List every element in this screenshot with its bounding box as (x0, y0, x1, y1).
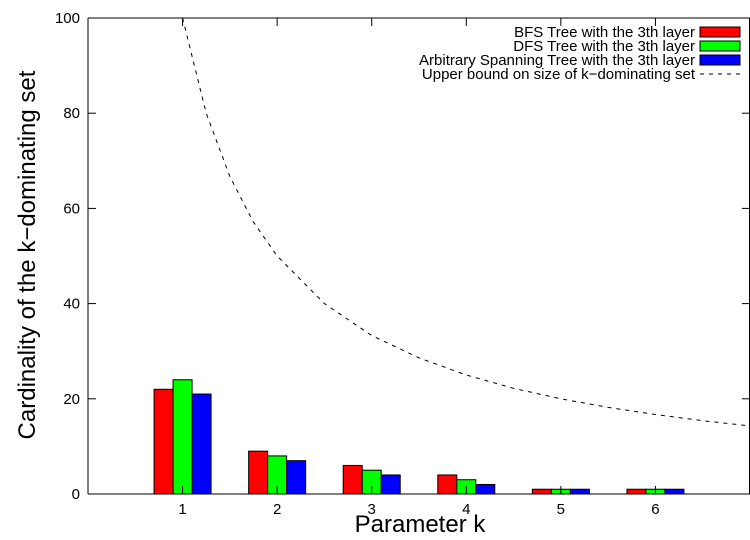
y-tick-label: 20 (63, 391, 80, 408)
bar-series2-k1 (172, 379, 193, 495)
legend-label-series1: BFS Tree with the 3th layer (514, 24, 695, 41)
x-tick-label: 4 (462, 501, 470, 518)
bar-series3-k1 (191, 393, 212, 495)
x-tick-label: 2 (273, 501, 281, 518)
bar-series3-k2 (286, 460, 307, 495)
x-axis-title: Parameter k (355, 511, 487, 538)
legend-swatch-series2 (699, 40, 741, 52)
bar-series3-k3 (380, 474, 401, 495)
bar-series3-k6 (664, 488, 685, 495)
bar-series3-k5 (569, 488, 590, 495)
legend-swatch-series1 (699, 26, 741, 38)
x-tick-label: 6 (651, 501, 659, 518)
bar-series1-k2 (248, 450, 269, 495)
bar-series1-k1 (153, 388, 174, 495)
legend-label-upper-bound: Upper bound on size of k−dominating set (422, 66, 696, 83)
x-tick-label: 3 (368, 501, 376, 518)
legend-swatch-series3 (699, 54, 741, 66)
y-tick-label: 40 (63, 296, 80, 313)
y-tick-label: 0 (72, 486, 80, 503)
upper-bound-curve (182, 18, 750, 427)
y-axis-title: Cardinality of the k−dominating set (14, 70, 41, 439)
bar-series3-k4 (475, 483, 496, 495)
bar-series1-k4 (437, 474, 458, 495)
legend-label-series3: Arbitrary Spanning Tree with the 3th lay… (419, 52, 695, 69)
y-tick-label: 80 (63, 105, 80, 122)
bar-series1-k3 (342, 464, 363, 495)
bar-series1-k5 (531, 488, 552, 495)
legend-label-series2: DFS Tree with the 3th layer (513, 38, 695, 55)
y-tick-label: 100 (55, 10, 80, 27)
bar-series1-k6 (626, 488, 647, 495)
y-tick-label: 60 (63, 200, 80, 217)
x-tick-label: 5 (557, 501, 565, 518)
x-tick-label: 1 (178, 501, 186, 518)
